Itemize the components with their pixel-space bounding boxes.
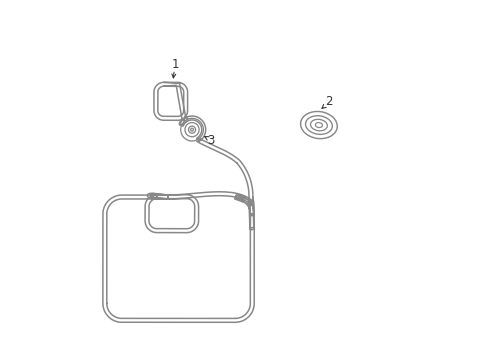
Text: 3: 3	[207, 134, 214, 147]
Text: 1: 1	[171, 58, 179, 71]
Text: 2: 2	[325, 95, 332, 108]
